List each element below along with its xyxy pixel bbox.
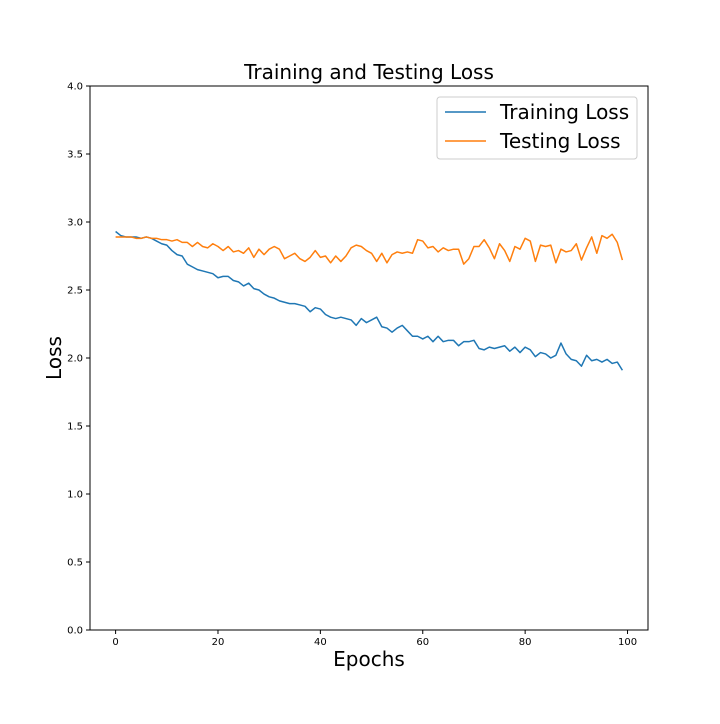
y-tick-label: 3.0 — [67, 218, 83, 229]
series-line-training-loss — [115, 230, 624, 371]
x-tick-label: 20 — [212, 637, 225, 648]
legend-label-testing-loss: Testing Loss — [499, 129, 621, 153]
x-tick-label: 0 — [112, 637, 118, 648]
y-tick-label: 0.0 — [67, 626, 83, 637]
y-axis-label: Loss — [42, 336, 66, 380]
x-tick-label: 40 — [314, 637, 327, 648]
x-axis-label: Epochs — [333, 647, 405, 671]
y-axis-ticks: 0.0 0.5 1.0 1.5 2.0 2.5 3.0 3.5 4.0 — [67, 82, 90, 637]
y-tick-label: 0.5 — [67, 558, 83, 569]
plot-area-frame — [89, 85, 649, 631]
x-tick-label: 60 — [416, 637, 429, 648]
x-tick-label: 80 — [519, 637, 532, 648]
y-tick-label: 2.0 — [67, 354, 83, 365]
y-tick-label: 4.0 — [67, 82, 83, 93]
y-tick-label: 1.5 — [67, 422, 83, 433]
chart-title: Training and Testing Loss — [243, 60, 494, 84]
x-axis-ticks: 0 20 40 60 80 100 — [112, 630, 637, 648]
legend: Training Loss Testing Loss — [436, 96, 638, 160]
x-tick-label: 100 — [618, 637, 637, 648]
legend-box — [436, 96, 638, 160]
y-tick-label: 1.0 — [67, 490, 83, 501]
y-tick-label: 2.5 — [67, 286, 83, 297]
series-lines — [115, 230, 624, 371]
y-tick-label: 3.5 — [67, 150, 83, 161]
legend-label-training-loss: Training Loss — [499, 100, 629, 124]
series-line-testing-loss — [115, 233, 624, 265]
